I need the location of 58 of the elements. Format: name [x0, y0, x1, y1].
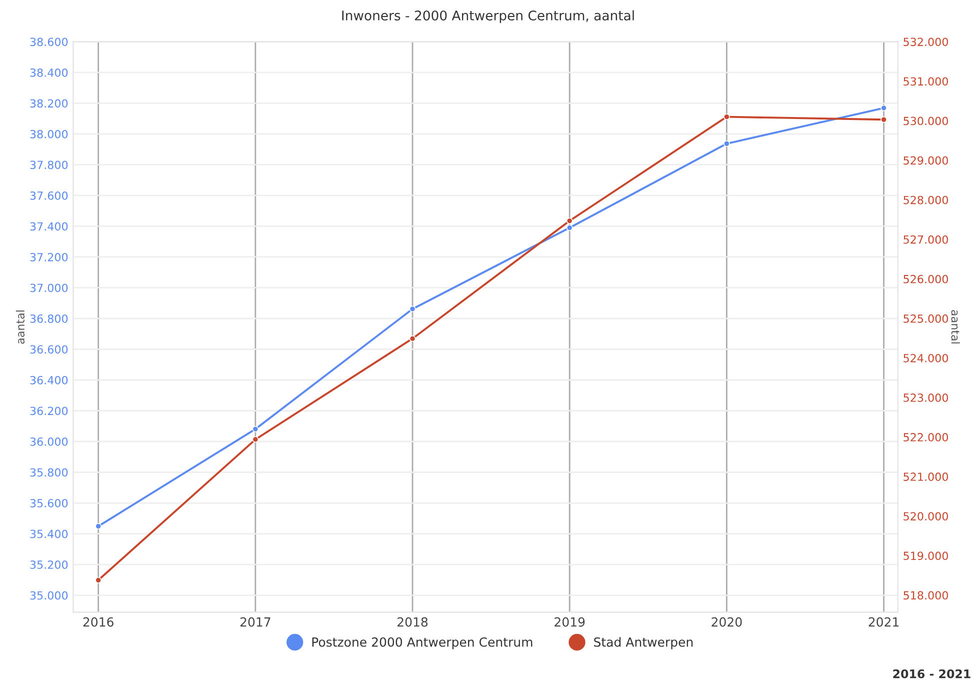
y2-tick-label: 521.000 [904, 472, 948, 481]
y2-tick-label: 532.000 [904, 38, 948, 46]
point [723, 140, 730, 147]
y2-tick-label: 527.000 [904, 235, 948, 244]
legend-label: Postzone 2000 Antwerpen Centrum [312, 637, 532, 650]
y2-tick-label: 531.000 [904, 77, 948, 86]
point [723, 114, 730, 120]
y-tick-label: 37.200 [30, 252, 68, 262]
y2-tick-label: 526.000 [904, 274, 948, 284]
point [409, 306, 416, 312]
point [880, 116, 887, 123]
point [252, 426, 259, 432]
y2-tick-label: 518.000 [904, 591, 948, 600]
legend-label: Stad Antwerpen [594, 637, 693, 650]
point [95, 523, 102, 530]
x-tick-label: 2019 [554, 617, 585, 627]
y2-tick-label: 519.000 [904, 552, 948, 560]
y-tick-label: 38.600 [30, 38, 68, 46]
y2-tick-label: 528.000 [904, 196, 948, 204]
point [566, 218, 573, 224]
y2-tick-label: 522.000 [904, 433, 948, 442]
y2-tick-label: 529.000 [904, 156, 948, 165]
point [95, 576, 102, 584]
text: 2016 - 2021 [893, 669, 970, 678]
x-tick-label: 2016 [83, 617, 114, 627]
x-tick-label: 2020 [712, 617, 742, 627]
y-tick-label: 36.600 [30, 345, 68, 354]
point [409, 335, 416, 342]
y-tick-label: 36.000 [30, 437, 68, 446]
chart-title: Inwoners - 2000 Antwerpen Centrum, aantal [342, 10, 634, 24]
y2-tick-label: 523.000 [904, 393, 948, 402]
y2-tick-label: 525.000 [904, 314, 948, 323]
y2-tick-label: 520.000 [904, 512, 948, 520]
x-tick-label: 2021 [868, 617, 899, 627]
y-tick-label: 35.600 [30, 498, 68, 508]
point [566, 224, 573, 231]
point [880, 104, 887, 112]
y-tick-label: 35.800 [30, 468, 68, 477]
y-tick-label: 36.200 [30, 406, 68, 416]
y-tick-label: 36.800 [30, 314, 68, 323]
x-tick-label: 2017 [240, 617, 270, 627]
y-tick-label: 38.400 [30, 68, 68, 77]
y-tick-label: 36.400 [30, 376, 68, 384]
y-tick-label: 35.400 [30, 530, 68, 538]
y2-tick-label: 530.000 [904, 116, 948, 126]
y-tick-label: 37.400 [30, 222, 68, 231]
y-tick-label: 37.000 [30, 284, 68, 292]
x-tick-label: 2018 [398, 617, 428, 627]
y-axis-title: aantal [16, 310, 25, 344]
y2-tick-label: 524.000 [904, 354, 948, 362]
y-tick-label: 38.000 [30, 130, 68, 138]
y2-axis-title: aantal [951, 310, 960, 344]
y-tick-label: 37.800 [30, 160, 68, 170]
y-tick-label: 37.600 [30, 191, 68, 200]
y-tick-label: 38.200 [30, 99, 68, 108]
point [252, 436, 259, 443]
y-tick-label: 35.200 [30, 560, 68, 569]
y-tick-label: 35.000 [30, 591, 68, 600]
